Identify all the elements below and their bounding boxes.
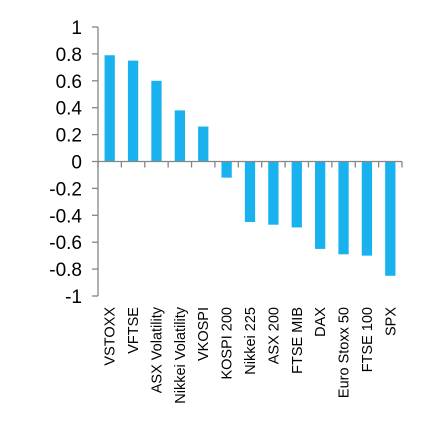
x-tick-label: KOSPI 200	[220, 307, 236, 380]
x-tick-label: Euro Stoxx 50	[337, 307, 353, 398]
bar	[385, 161, 396, 276]
bar	[244, 161, 256, 223]
x-tick-label: Nikkei Volatility	[173, 306, 189, 403]
bar	[127, 60, 139, 162]
y-tick-label: 0.4	[56, 99, 83, 120]
bars	[104, 55, 396, 276]
x-axis-ticks	[97, 161, 403, 168]
y-tick-label: 0.2	[56, 126, 82, 147]
bar	[315, 161, 326, 249]
x-tick-label: FTSE 100	[360, 307, 376, 372]
x-tick-label: SPX	[383, 307, 399, 336]
x-tick-label: VKOSPI	[196, 307, 212, 361]
bar	[198, 126, 209, 162]
x-tick-label: Nikkei 225	[243, 307, 259, 375]
y-tick-label: -0.6	[49, 233, 82, 254]
y-tick-label: -1	[65, 287, 82, 308]
y-tick-label: 0.6	[56, 72, 82, 93]
x-tick-label: VFTSE	[126, 307, 142, 354]
y-tick-label: -0.2	[49, 179, 82, 200]
y-tick-label: 0	[71, 153, 82, 174]
x-tick-label: FTSE MIB	[290, 307, 306, 374]
bar	[151, 80, 162, 162]
x-tick-label: ASX 200	[266, 307, 282, 364]
bar	[268, 161, 279, 225]
x-tick-label: VSTOXX	[103, 307, 119, 366]
y-tick-label: 1	[71, 18, 82, 39]
x-tick-label: ASX Volatility	[149, 306, 165, 393]
y-axis-labels: 1 0.8 0.6 0.4 0.2 0 -0.2 -0.4 -0.6 -0.8 -1	[49, 18, 82, 308]
bar	[174, 110, 185, 162]
y-tick-label: -0.4	[49, 206, 82, 227]
y-tick-label: -0.8	[49, 260, 82, 281]
bar	[361, 161, 373, 256]
bar	[338, 161, 349, 255]
y-axis-ticks	[92, 26, 98, 297]
bar	[291, 161, 302, 228]
bar	[221, 161, 232, 178]
y-tick-label: 0.8	[56, 45, 82, 66]
bar	[104, 55, 115, 162]
x-tick-label: DAX	[313, 307, 329, 337]
x-axis-labels: VSTOXX VFTSE ASX Volatility Nikkei Volatili…	[103, 306, 400, 403]
